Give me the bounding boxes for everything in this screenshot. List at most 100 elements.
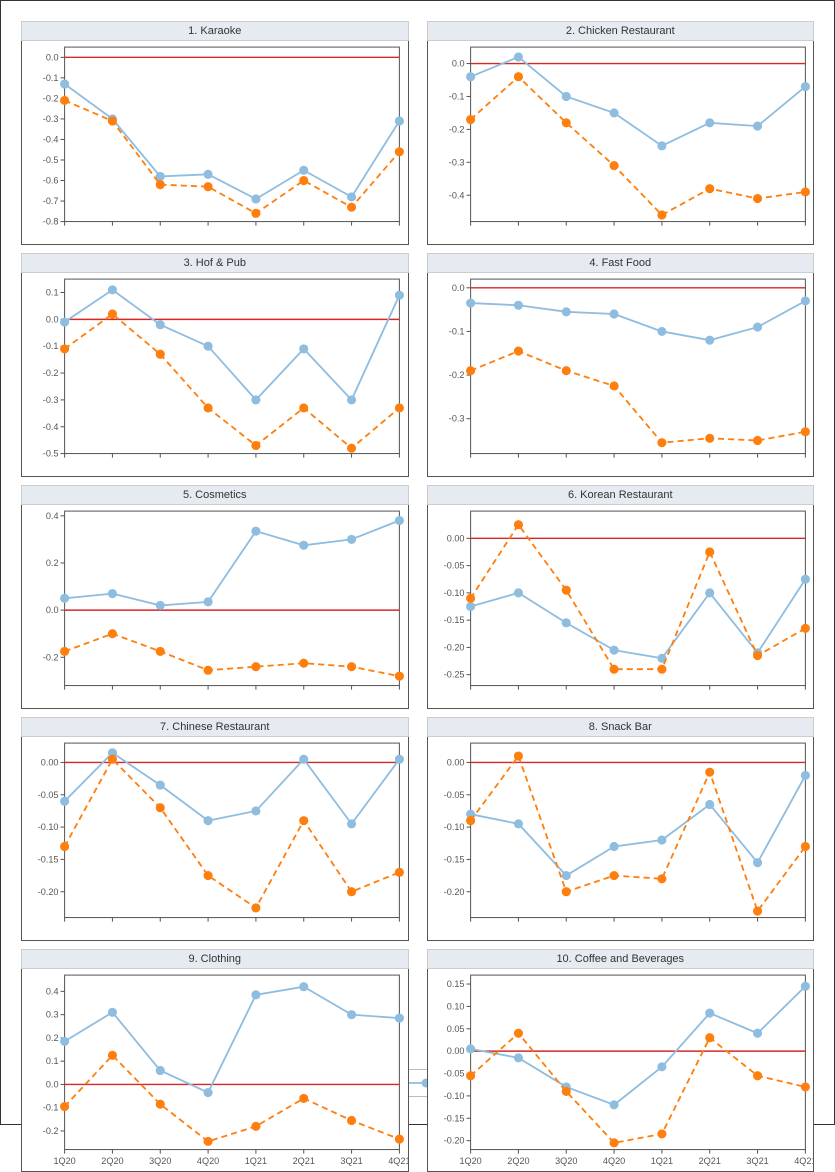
- svg-text:4Q21: 4Q21: [388, 1155, 407, 1165]
- svg-text:4Q20: 4Q20: [602, 1155, 624, 1165]
- svg-text:-0.2: -0.2: [448, 370, 464, 380]
- svg-text:-0.15: -0.15: [38, 854, 59, 864]
- panel-9: 9. Clothing0.40.30.20.10.0-0.1-0.21Q202Q…: [21, 949, 409, 1172]
- svg-text:2Q20: 2Q20: [101, 1155, 123, 1165]
- panel-title: 5. Cosmetics: [21, 485, 409, 505]
- panel-2: 2. Chicken Restaurant 0.0 -0.1 -0.2 -0.3 -0.4: [427, 21, 815, 245]
- svg-text:1Q21: 1Q21: [650, 1155, 672, 1165]
- panel-title: 9. Clothing: [21, 949, 409, 969]
- svg-text:0.0: 0.0: [46, 52, 59, 62]
- svg-text:-0.3: -0.3: [448, 414, 464, 424]
- svg-text:-0.2: -0.2: [43, 93, 59, 103]
- svg-text:0.4: 0.4: [46, 986, 59, 996]
- panel-6: 6. Korean Restaurant0.00-0.05-0.10-0.15-…: [427, 485, 815, 709]
- svg-text:0.1: 0.1: [46, 287, 59, 297]
- plot-svg: 0.0-0.1-0.2-0.3-0.4-0.5-0.6-0.7-0.8: [22, 41, 408, 244]
- svg-text:0.0: 0.0: [451, 59, 464, 69]
- svg-text:-0.1: -0.1: [43, 1102, 59, 1112]
- svg-text:-0.10: -0.10: [443, 822, 464, 832]
- svg-text:4Q20: 4Q20: [197, 1155, 219, 1165]
- plot-area: 0.00-0.05-0.10-0.15-0.20: [427, 737, 815, 941]
- svg-text:2Q21: 2Q21: [293, 1155, 315, 1165]
- plot-svg: 0.00-0.05-0.10-0.15-0.20: [22, 737, 408, 940]
- svg-text:0.2: 0.2: [46, 558, 59, 568]
- plot-svg: 0.00-0.05-0.10-0.15-0.20: [428, 737, 814, 940]
- panel-7: 7. Chinese Restaurant0.00-0.05-0.10-0.15…: [21, 717, 409, 941]
- svg-text:0.00: 0.00: [446, 533, 464, 543]
- svg-text:-0.4: -0.4: [43, 422, 59, 432]
- panel-8: 8. Snack Bar0.00-0.05-0.10-0.15-0.20: [427, 717, 815, 941]
- svg-text:0.0: 0.0: [46, 605, 59, 615]
- svg-text:0.00: 0.00: [41, 757, 59, 767]
- svg-text:-0.15: -0.15: [443, 615, 464, 625]
- panel-title: 2. Chicken Restaurant: [427, 21, 815, 41]
- svg-text:-0.10: -0.10: [443, 1090, 464, 1100]
- svg-text:-0.1: -0.1: [448, 326, 464, 336]
- svg-text:-0.25: -0.25: [443, 669, 464, 679]
- svg-text:-0.05: -0.05: [443, 560, 464, 570]
- svg-text:-0.3: -0.3: [448, 157, 464, 167]
- svg-text:0.0: 0.0: [451, 283, 464, 293]
- svg-text:0.05: 0.05: [446, 1023, 464, 1033]
- svg-text:1Q20: 1Q20: [53, 1155, 75, 1165]
- panel-title: 1. Karaoke: [21, 21, 409, 41]
- svg-text:-0.8: -0.8: [43, 217, 59, 227]
- svg-text:0.00: 0.00: [446, 1046, 464, 1056]
- plot-svg: 0.40.30.20.10.0-0.1-0.21Q202Q203Q204Q201…: [22, 969, 408, 1172]
- svg-text:-0.20: -0.20: [38, 886, 59, 896]
- plot-area: 0.0-0.1-0.2-0.3-0.4-0.5-0.6-0.7-0.8: [21, 41, 409, 245]
- panel-5: 5. Cosmetics0.40.20.0-0.2: [21, 485, 409, 709]
- panel-title: 8. Snack Bar: [427, 717, 815, 737]
- plot-svg: 0.150.100.050.00-0.05-0.10-0.15-0.201Q20…: [428, 969, 814, 1172]
- svg-text:-0.7: -0.7: [43, 196, 59, 206]
- svg-text:-0.20: -0.20: [443, 1135, 464, 1145]
- plot-area: 0.150.100.050.00-0.05-0.10-0.15-0.201Q20…: [427, 969, 815, 1172]
- svg-text:-0.5: -0.5: [43, 449, 59, 459]
- panel-4: 4. Fast Food 0.0 -0.1 -0.2 -0.3: [427, 253, 815, 477]
- svg-text:0.0: 0.0: [46, 314, 59, 324]
- plot-svg: 0.00 -0.05 -0.10 -0.15 -0.20 -0.25: [428, 505, 814, 708]
- svg-text:-0.05: -0.05: [38, 790, 59, 800]
- svg-text:2Q21: 2Q21: [698, 1155, 720, 1165]
- svg-text:0.2: 0.2: [46, 1033, 59, 1043]
- svg-text:3Q20: 3Q20: [555, 1155, 577, 1165]
- svg-text:0.0: 0.0: [46, 1079, 59, 1089]
- svg-text:3Q21: 3Q21: [340, 1155, 362, 1165]
- svg-text:3Q20: 3Q20: [149, 1155, 171, 1165]
- svg-text:-0.10: -0.10: [443, 588, 464, 598]
- svg-text:-0.05: -0.05: [443, 790, 464, 800]
- svg-text:-0.05: -0.05: [443, 1068, 464, 1078]
- plot-area: 0.0 -0.1 -0.2 -0.3: [427, 273, 815, 477]
- svg-text:-0.3: -0.3: [43, 395, 59, 405]
- panel-10: 10. Coffee and Beverages0.150.100.050.00…: [427, 949, 815, 1172]
- panel-title: 4. Fast Food: [427, 253, 815, 273]
- plot-svg: 0.0 -0.1 -0.2 -0.3: [428, 273, 814, 476]
- plot-area: 0.00-0.05-0.10-0.15-0.20: [21, 737, 409, 941]
- plot-svg: 0.40.20.0-0.2: [22, 505, 408, 708]
- svg-text:-0.5: -0.5: [43, 155, 59, 165]
- svg-text:-0.1: -0.1: [448, 92, 464, 102]
- svg-text:-0.2: -0.2: [448, 124, 464, 134]
- svg-text:-0.15: -0.15: [443, 1113, 464, 1123]
- svg-text:2Q20: 2Q20: [507, 1155, 529, 1165]
- figure-frame: 1. Karaoke 0.0 -0.1 -0.2 -0.3 -0.4 -0.5 -0.6 -0.…: [0, 0, 835, 1125]
- svg-text:-0.20: -0.20: [443, 642, 464, 652]
- svg-text:4Q21: 4Q21: [794, 1155, 813, 1165]
- svg-text:1Q21: 1Q21: [245, 1155, 267, 1165]
- svg-text:-0.6: -0.6: [43, 176, 59, 186]
- svg-text:0.1: 0.1: [46, 1056, 59, 1066]
- panel-title: 7. Chinese Restaurant: [21, 717, 409, 737]
- plot-area: 0.00 -0.05 -0.10 -0.15 -0.20 -0.25: [427, 505, 815, 709]
- svg-text:-0.1: -0.1: [43, 341, 59, 351]
- plot-area: 0.40.20.0-0.2: [21, 505, 409, 709]
- svg-text:0.3: 0.3: [46, 1009, 59, 1019]
- svg-text:-0.4: -0.4: [448, 190, 464, 200]
- plot-svg: 0.0 -0.1 -0.2 -0.3 -0.4: [428, 41, 814, 244]
- plot-area: 0.40.30.20.10.0-0.1-0.21Q202Q203Q204Q201…: [21, 969, 409, 1172]
- svg-text:0.00: 0.00: [446, 757, 464, 767]
- svg-text:0.4: 0.4: [46, 511, 59, 521]
- svg-text:0.15: 0.15: [446, 979, 464, 989]
- plot-area: 0.0 -0.1 -0.2 -0.3 -0.4: [427, 41, 815, 245]
- svg-text:-0.20: -0.20: [443, 886, 464, 896]
- panel-title: 10. Coffee and Beverages: [427, 949, 815, 969]
